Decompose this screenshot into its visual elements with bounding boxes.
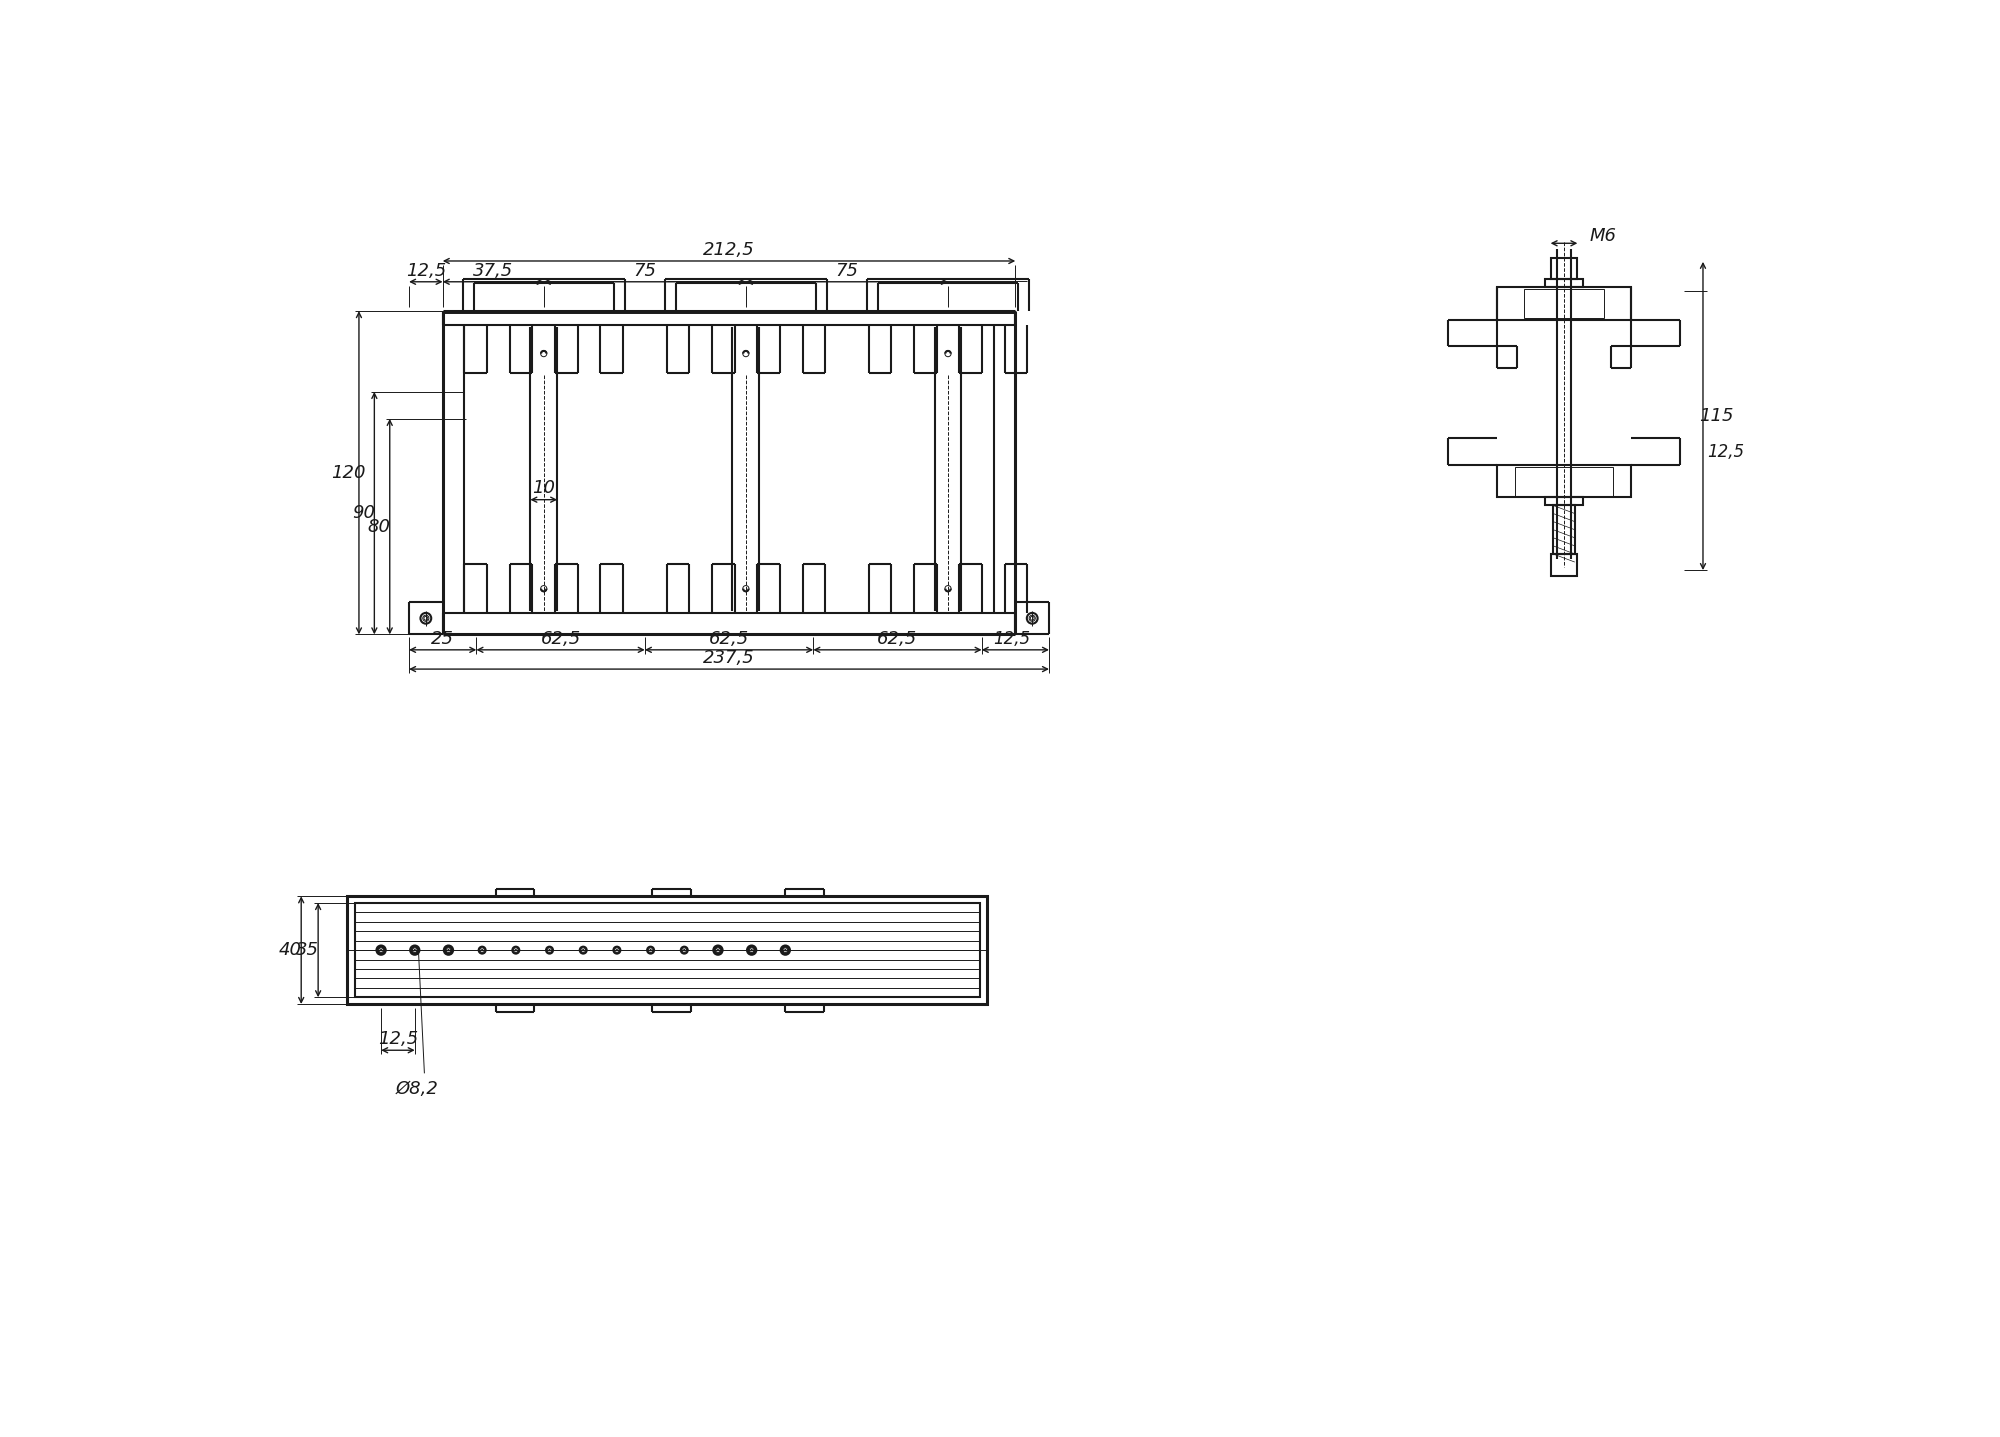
Bar [1554, 506, 1574, 555]
Text: 237,5: 237,5 [704, 650, 754, 667]
Bar [1496, 287, 1632, 319]
Text: 212,5: 212,5 [704, 241, 754, 259]
Circle shape [414, 948, 416, 951]
Circle shape [684, 948, 686, 951]
Bar [1546, 279, 1582, 287]
Circle shape [582, 948, 584, 951]
Text: 12,5: 12,5 [378, 1030, 418, 1049]
Circle shape [616, 948, 618, 951]
Circle shape [716, 948, 720, 951]
Circle shape [750, 948, 752, 951]
Circle shape [480, 948, 484, 951]
Text: 25: 25 [432, 629, 454, 648]
Text: 115: 115 [1700, 407, 1734, 425]
Circle shape [380, 948, 382, 951]
Bar [1546, 497, 1582, 506]
Text: 75: 75 [634, 262, 656, 280]
Bar [1524, 289, 1604, 318]
Text: 10: 10 [532, 479, 556, 497]
Text: 12,5: 12,5 [994, 629, 1030, 648]
Text: 35: 35 [296, 941, 318, 958]
Circle shape [548, 948, 550, 951]
Text: 40: 40 [278, 941, 302, 958]
Bar [1550, 257, 1578, 279]
Text: 62,5: 62,5 [878, 629, 918, 648]
Circle shape [514, 948, 516, 951]
Bar [356, 902, 980, 997]
Text: 12,5: 12,5 [1706, 443, 1744, 461]
Circle shape [448, 948, 450, 951]
Text: 80: 80 [368, 517, 390, 536]
Text: 90: 90 [352, 504, 376, 522]
Bar [348, 897, 988, 1004]
Bar [1550, 555, 1578, 576]
Circle shape [784, 948, 786, 951]
Text: 12,5: 12,5 [406, 262, 446, 280]
Text: 37,5: 37,5 [474, 262, 514, 280]
Bar [1496, 466, 1632, 497]
Text: M6: M6 [1590, 227, 1616, 244]
Text: Ø8,2: Ø8,2 [396, 1079, 438, 1098]
Text: 62,5: 62,5 [708, 629, 750, 648]
Text: 120: 120 [330, 464, 366, 481]
Bar [1516, 467, 1612, 496]
Text: 62,5: 62,5 [540, 629, 580, 648]
Text: 75: 75 [836, 262, 858, 280]
Circle shape [650, 948, 652, 951]
